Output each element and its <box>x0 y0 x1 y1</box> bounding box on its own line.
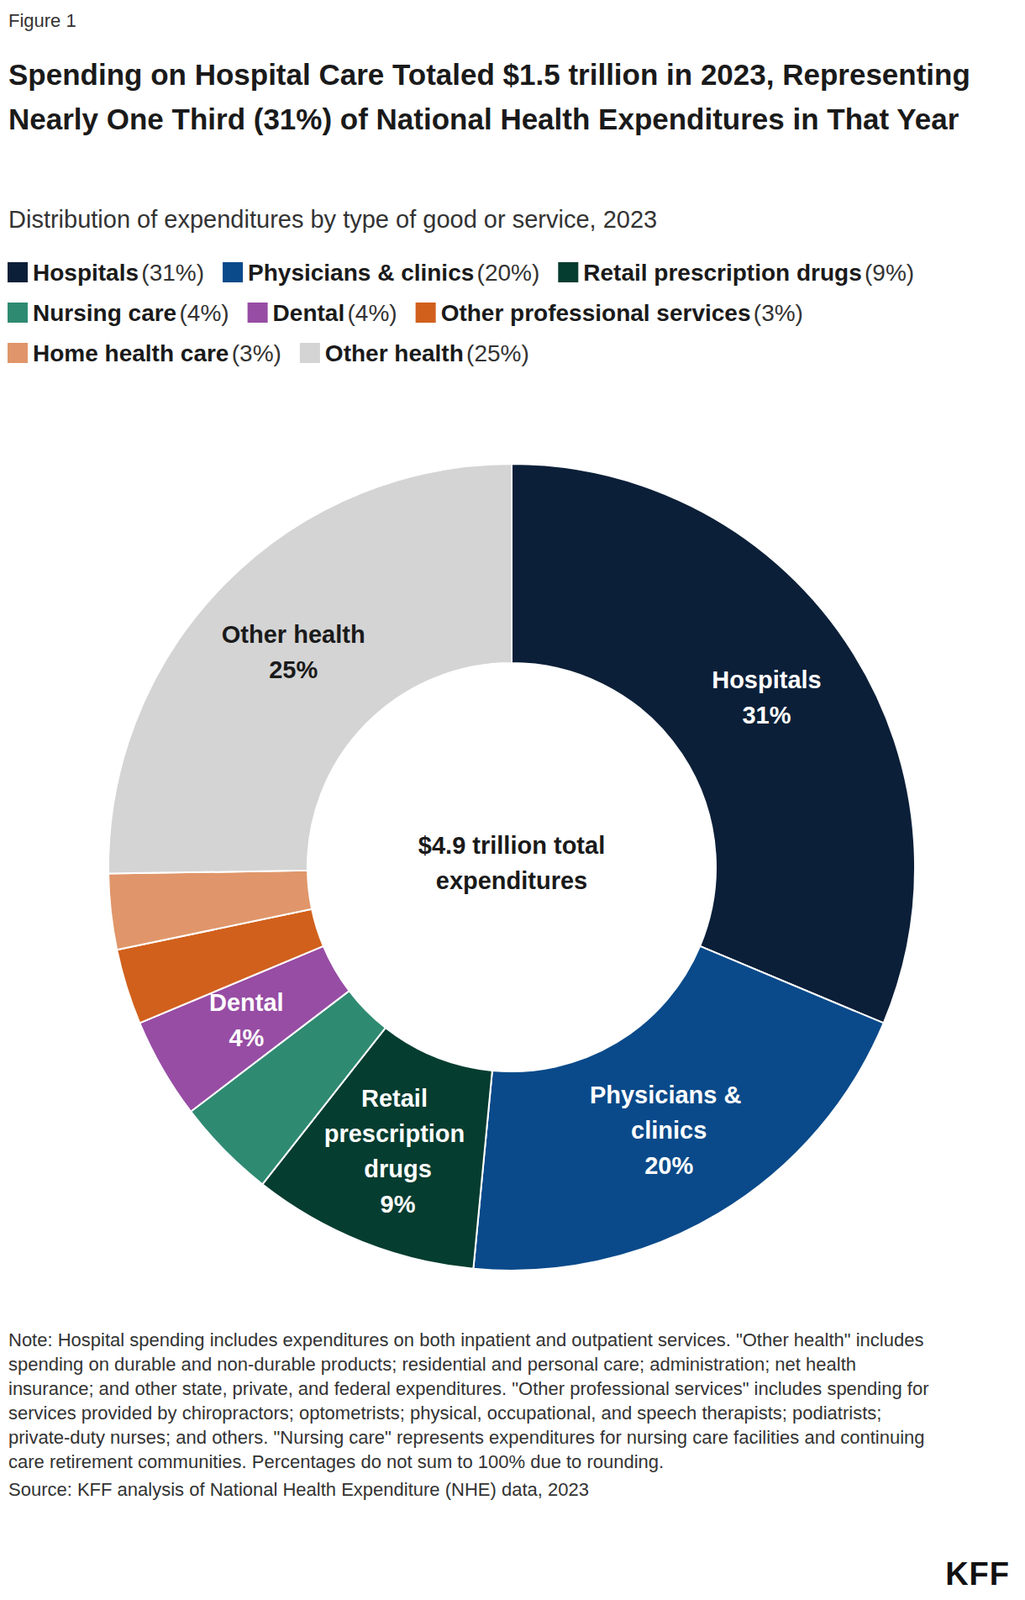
svg-text:25%: 25% <box>268 656 318 684</box>
svg-text:(31%): (31%) <box>141 259 205 286</box>
svg-text:Nursing care: Nursing care <box>32 299 177 326</box>
svg-text:Hospitals: Hospitals <box>711 666 822 694</box>
svg-text:4%: 4% <box>228 1024 264 1052</box>
svg-text:Physicians &: Physicians & <box>589 1081 749 1109</box>
svg-text:Retail prescription drugs: Retail prescription drugs <box>583 259 862 286</box>
html-text:Note: Hospital spending includ: Note: Hospital spending includes expendi… <box>8 1329 929 1472</box>
svg-text:Retail: Retail <box>361 1084 435 1112</box>
svg-text:Other professional services: Other professional services <box>441 299 752 326</box>
svg-text:(9%): (9%) <box>864 259 915 286</box>
svg-text:(20%): (20%) <box>477 259 541 286</box>
svg-text:31%: 31% <box>741 701 791 729</box>
svg-text:Other health: Other health <box>325 340 464 367</box>
svg-text:clinics: clinics <box>630 1116 707 1144</box>
html-text:Distribution of expenditures b: Distribution of expenditures by type of … <box>8 205 658 233</box>
html-text:Spending on Hospital Care Tota: Spending on Hospital Care Totaled $1.5 t… <box>8 57 971 136</box>
svg-text:(4%): (4%) <box>347 299 398 326</box>
html-text:KFF: KFF <box>945 1555 1010 1592</box>
svg-text:Dental: Dental <box>273 299 346 326</box>
svg-text:9%: 9% <box>380 1190 416 1218</box>
html-text:$4.9 trillion total expenditur: $4.9 trillion total expenditures <box>418 831 606 894</box>
svg-text:20%: 20% <box>644 1151 694 1179</box>
svg-text:Home health care: Home health care <box>32 340 229 367</box>
svg-text:Physicians & clinics: Physicians & clinics <box>247 259 474 286</box>
svg-text:(3%): (3%) <box>753 299 804 326</box>
svg-text:drugs: drugs <box>363 1155 432 1183</box>
html-text:Figure 1: Figure 1 <box>8 10 77 32</box>
svg-text:(4%): (4%) <box>179 299 230 326</box>
svg-text:Hospitals: Hospitals <box>32 259 139 286</box>
svg-text:(25%): (25%) <box>466 340 530 367</box>
svg-text:(3%): (3%) <box>231 340 282 367</box>
svg-text:Other health: Other health <box>221 620 366 648</box>
svg-text:prescription: prescription <box>324 1119 473 1147</box>
svg-text:Dental: Dental <box>209 988 284 1016</box>
html-text:Source: KFF analysis of Nation: Source: KFF analysis of National Health … <box>8 1478 589 1500</box>
